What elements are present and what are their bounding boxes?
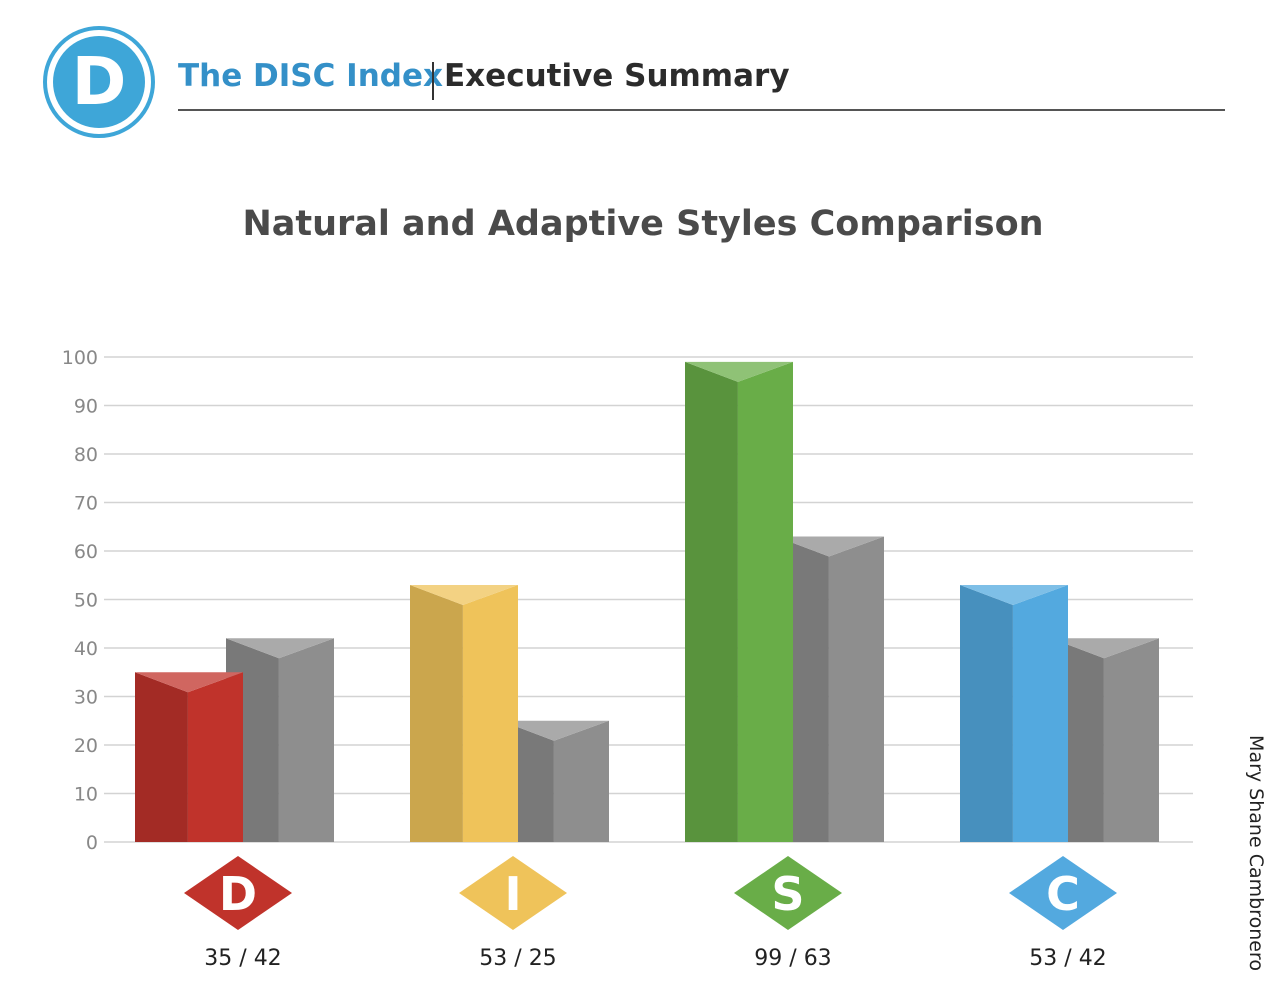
natural-bar-i bbox=[410, 584, 518, 842]
value-label: 53 / 42 bbox=[1029, 946, 1106, 971]
page-header: D The DISC Index Executive Summary bbox=[0, 0, 1280, 140]
title-separator bbox=[432, 62, 434, 100]
y-axis-ticks: 0 10 20 30 40 50 60 70 80 90 100 bbox=[62, 347, 98, 854]
y-tick-label: 50 bbox=[74, 590, 98, 612]
y-tick-label: 70 bbox=[74, 493, 98, 515]
category-letter: D bbox=[219, 867, 257, 921]
category-letter: C bbox=[1046, 867, 1080, 921]
chart-title: Natural and Adaptive Styles Comparison bbox=[242, 204, 1044, 244]
logo-letter: D bbox=[53, 36, 145, 128]
natural-bar-d bbox=[135, 672, 243, 842]
y-tick-label: 0 bbox=[86, 832, 98, 854]
category-badge-d: D bbox=[184, 856, 292, 930]
value-label: 35 / 42 bbox=[204, 946, 281, 971]
category-letter: I bbox=[504, 867, 521, 921]
disc-logo: D bbox=[43, 26, 155, 138]
side-name-label: Mary Shane Cambronero bbox=[1245, 735, 1267, 971]
bars bbox=[135, 361, 1159, 842]
y-tick-label: 10 bbox=[74, 784, 98, 806]
page-subtitle: Executive Summary bbox=[444, 58, 790, 94]
natural-bar-c bbox=[960, 584, 1068, 842]
y-tick-label: 60 bbox=[74, 541, 98, 563]
category-badge-c: C bbox=[1009, 856, 1117, 930]
category-badge-i: I bbox=[459, 856, 567, 930]
y-tick-label: 80 bbox=[74, 444, 98, 466]
header-rule bbox=[178, 109, 1225, 111]
brand-title: The DISC Index bbox=[178, 58, 443, 94]
category-badge-s: S bbox=[734, 856, 842, 930]
category-letter: S bbox=[771, 867, 804, 921]
y-tick-label: 30 bbox=[74, 687, 98, 709]
y-tick-label: 100 bbox=[62, 347, 98, 369]
y-tick-label: 40 bbox=[74, 638, 98, 660]
value-labels: 35 / 42 53 / 25 99 / 63 53 / 42 bbox=[204, 946, 1106, 971]
y-tick-label: 90 bbox=[74, 396, 98, 418]
value-label: 53 / 25 bbox=[479, 946, 556, 971]
value-label: 99 / 63 bbox=[754, 946, 831, 971]
y-tick-label: 20 bbox=[74, 735, 98, 757]
natural-bar-s bbox=[685, 361, 793, 842]
